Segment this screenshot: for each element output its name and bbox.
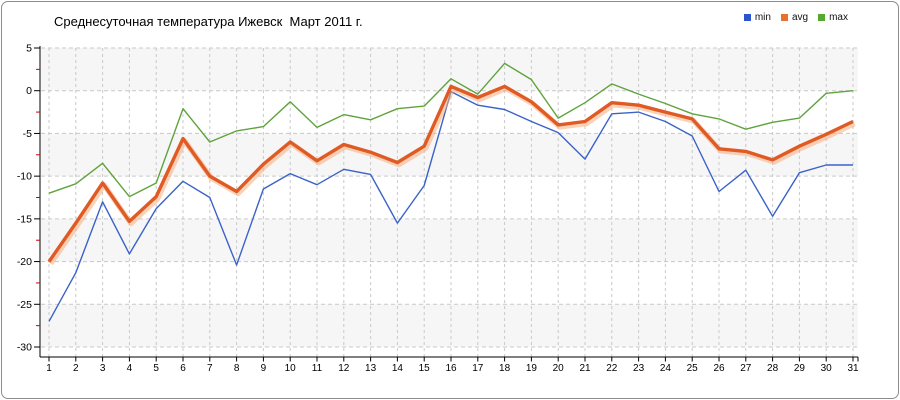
x-tick-label: 25	[687, 363, 699, 374]
x-tick-label: 31	[847, 363, 859, 374]
band	[41, 176, 858, 219]
x-tick-label: 12	[338, 363, 350, 374]
x-tick-label: 20	[553, 363, 565, 374]
legend-label: max	[829, 12, 848, 23]
x-tick-label: 28	[767, 363, 779, 374]
legend-swatch-min	[743, 14, 751, 21]
legend-item-max: max	[818, 12, 848, 23]
y-tick-label: -15	[17, 213, 32, 225]
max-line	[48, 62, 854, 198]
chart-title: Среднесуточная температура Ижевск Март 2…	[54, 14, 363, 29]
x-tick-label: 17	[472, 363, 484, 374]
legend-swatch-max	[818, 14, 826, 21]
x-tick-label: 18	[499, 363, 511, 374]
legend-label: min	[754, 12, 771, 23]
x-tick-label: 23	[633, 363, 645, 374]
x-tick-label: 1	[46, 363, 52, 374]
avg-line	[47, 84, 854, 263]
x-tick-label: 2	[73, 363, 79, 374]
x-tick-label: 29	[794, 363, 806, 374]
band	[41, 218, 858, 262]
y-tick-label: -10	[17, 171, 32, 183]
x-tick-label: 3	[100, 363, 106, 374]
x-tick-label: 26	[713, 363, 725, 374]
x-tick-label: 27	[740, 363, 752, 374]
x-tick-label: 11	[312, 363, 323, 374]
x-tick-label: 19	[526, 363, 538, 374]
legend-item-avg: avg	[780, 12, 809, 23]
axes	[39, 46, 858, 358]
x-tick-label: 8	[234, 363, 240, 374]
x-tick-label: 5	[153, 363, 159, 374]
y-ticks: 5 0 -5 -10 -15 -20 -25 -30	[17, 43, 40, 354]
x-tick-label: 24	[660, 363, 672, 374]
x-tick-label: 4	[127, 363, 133, 374]
y-tick-label: -5	[23, 128, 32, 140]
legend-label: avg	[791, 12, 809, 23]
x-tick-label: 13	[365, 363, 377, 374]
x-tick-label: 16	[445, 363, 457, 374]
legend-swatch-avg	[780, 14, 788, 21]
x-tick-label: 22	[606, 363, 618, 374]
y-tick-label: -25	[17, 299, 32, 311]
x-tick-label: 15	[419, 363, 431, 374]
plot-bands	[41, 48, 858, 347]
x-tick-label: 7	[207, 363, 213, 374]
y-tick-label: 0	[26, 85, 32, 97]
band	[41, 261, 858, 305]
legend: min avg max	[743, 12, 848, 23]
x-tick-label: 9	[261, 363, 267, 374]
x-tick-label: 14	[392, 363, 404, 374]
band	[41, 304, 858, 347]
y-tick-label: 5	[26, 43, 32, 55]
gridlines	[41, 47, 858, 357]
x-tick-label: 30	[821, 363, 833, 374]
y-tick-label: -20	[17, 256, 32, 268]
x-tick-label: 6	[180, 363, 186, 374]
x-ticks: 1 2 3 4 5 6 7 8 9 10 11 12 13 14 15 16 17 18 19 20 21 22 23 24 2…	[46, 357, 859, 374]
x-tick-label: 21	[579, 363, 591, 374]
legend-item-min: min	[743, 12, 771, 23]
x-tick-label: 10	[285, 363, 297, 374]
y-tick-label: -30	[17, 342, 32, 354]
band	[41, 48, 858, 91]
